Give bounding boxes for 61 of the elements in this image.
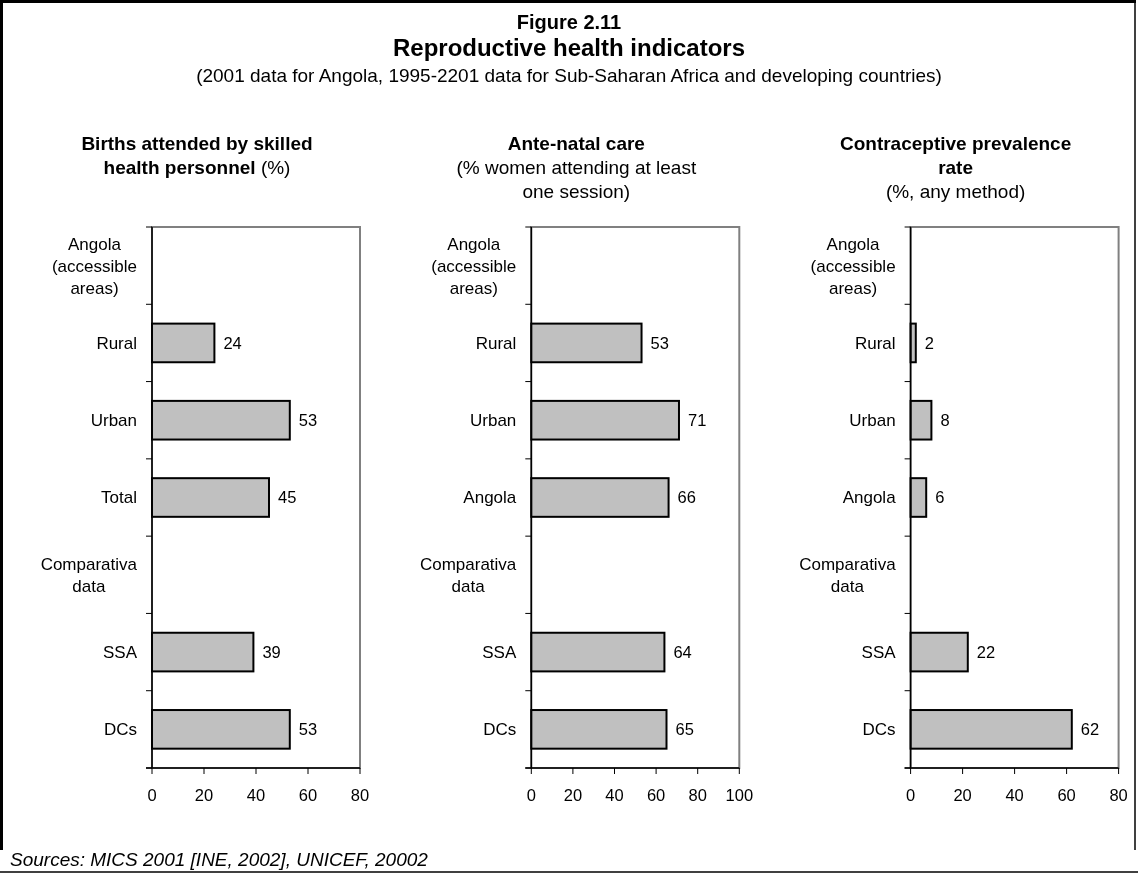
data-label: 24: [223, 333, 242, 352]
x-tick-label: 80: [350, 786, 370, 804]
y-tick-label: Comparativa data: [799, 554, 897, 596]
source-note: Sources: MICS 2001 [INE, 2002], UNICEF, 20002: [10, 849, 429, 870]
data-label: 62: [1080, 720, 1100, 739]
data-label: 45: [278, 488, 297, 507]
y-tick-label: Comparativa data: [40, 554, 138, 596]
chart-title: Births attended by skilled health personnel (%): [81, 133, 313, 178]
data-label: 22: [976, 642, 996, 661]
y-tick-label: Urban: [469, 411, 517, 431]
x-tick-label: 40: [1005, 786, 1024, 804]
y-tick-label: SSA: [861, 643, 897, 663]
data-label: 8: [940, 410, 950, 429]
y-tick-label: DCs: [483, 720, 517, 740]
x-tick-label: 20: [953, 786, 972, 804]
y-tick-label: Angola (accessible areas): [431, 234, 517, 298]
y-tick-label: Rural: [96, 333, 137, 353]
caption: Figure 2.11: [516, 11, 622, 33]
data-label: 64: [673, 642, 692, 661]
data-label: 39: [262, 642, 281, 661]
y-tick-label: Angola: [463, 488, 517, 508]
x-tick-label: 80: [1109, 786, 1128, 804]
data-label: 6: [935, 488, 945, 507]
x-tick-label: 60: [1057, 786, 1076, 804]
x-tick-label: 0: [147, 786, 157, 804]
data-label: 53: [298, 720, 318, 739]
data-label: 66: [677, 488, 696, 507]
chart-subtitle: (% women attending at least one session): [456, 157, 697, 202]
x-tick-label: 100: [725, 786, 754, 804]
y-tick-label: DCs: [103, 720, 137, 740]
y-tick-label: Angola (accessible areas): [51, 234, 138, 298]
chart-subtitle: (%, any method): [885, 181, 1026, 202]
y-tick-label: Angola (accessible areas): [810, 234, 896, 298]
y-tick-label: Angola: [842, 488, 897, 508]
x-tick-label: 60: [646, 786, 666, 804]
data-label: 71: [687, 410, 707, 429]
x-tick-label: 40: [605, 786, 624, 804]
text: Reproductive health indicators: [392, 34, 746, 61]
data-label: 2: [924, 333, 934, 352]
y-tick-label: Total: [101, 488, 138, 508]
data-label: 65: [675, 720, 694, 739]
data-label: 53: [650, 333, 669, 352]
y-tick-label: Urban: [90, 411, 138, 431]
y-tick-label: SSA: [102, 643, 138, 663]
y-tick-label: Urban: [849, 411, 896, 431]
y-tick-label: Rural: [854, 333, 896, 353]
y-tick-label: SSA: [482, 643, 517, 663]
x-tick-label: 20: [563, 786, 583, 804]
x-tick-label: 80: [688, 786, 707, 804]
text: (2001 data for Angola, 1995-2201 data for Sub-Saharan Africa and developing countries): [196, 65, 942, 86]
x-tick-label: 20: [194, 786, 214, 804]
x-tick-label: 60: [298, 786, 318, 804]
x-tick-label: 0: [526, 786, 536, 804]
y-tick-label: DCs: [862, 720, 896, 740]
chart-title: Ante-natal care: [507, 133, 645, 154]
y-tick-label: Rural: [475, 333, 517, 353]
x-tick-label: 0: [906, 786, 916, 804]
y-tick-label: Comparativa data: [419, 554, 517, 596]
data-label: 53: [298, 410, 318, 429]
chart-title: Contraceptive prevalence rate: [839, 133, 1072, 178]
x-tick-label: 40: [246, 786, 266, 804]
